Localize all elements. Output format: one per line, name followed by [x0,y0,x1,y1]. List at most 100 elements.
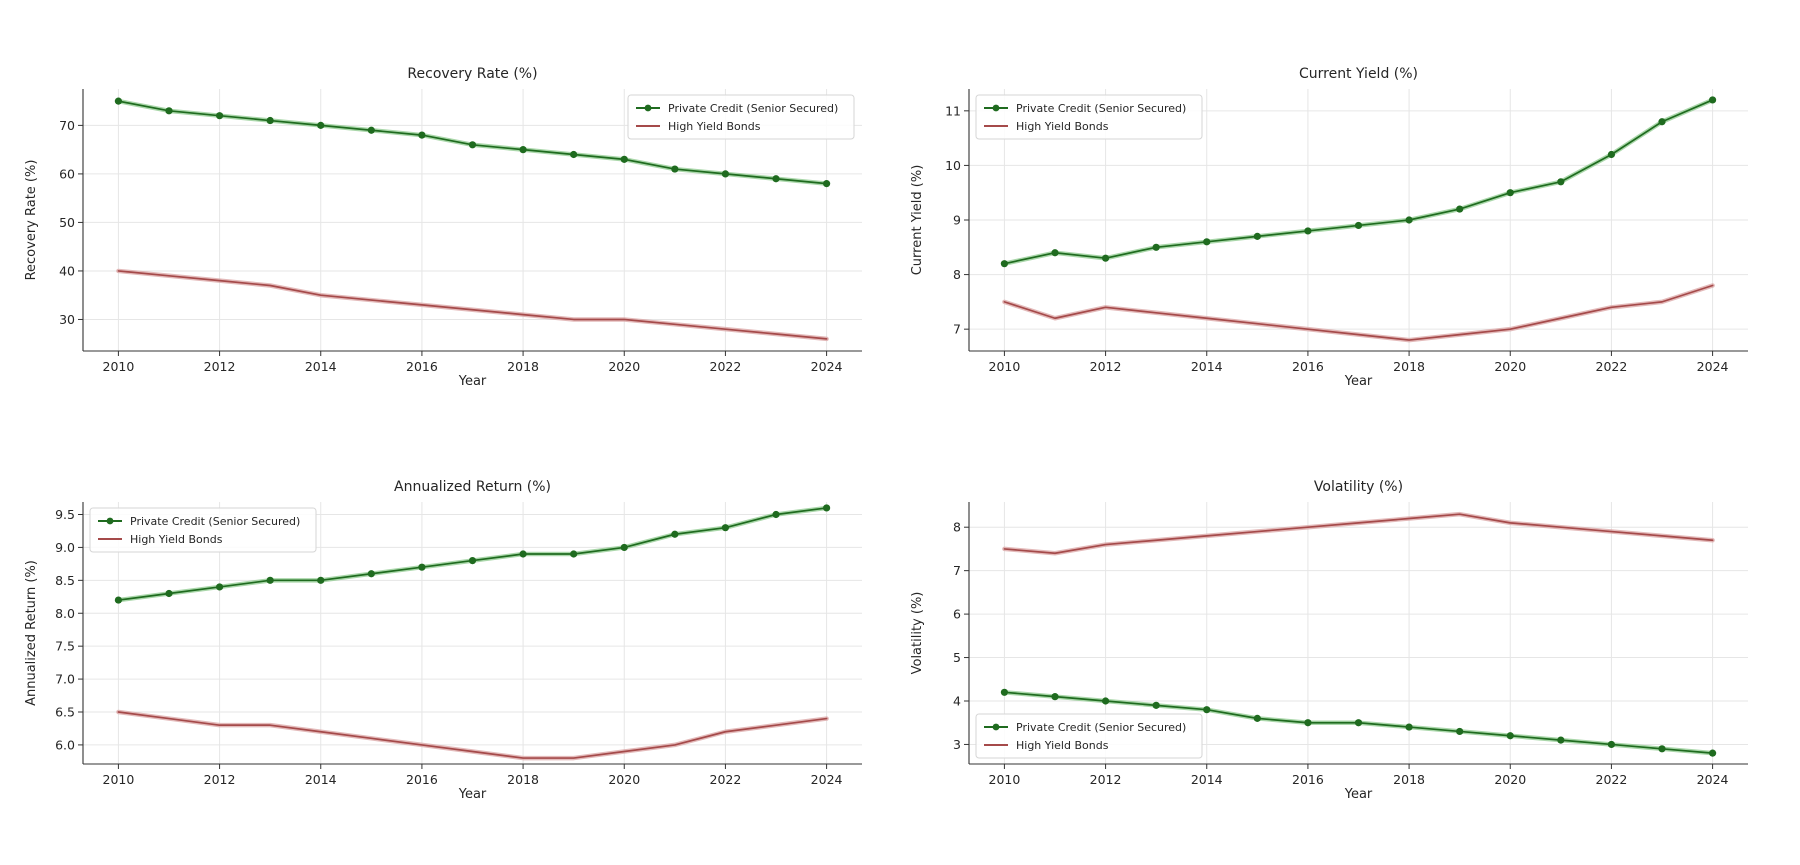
x-tick-label: 2024 [1697,359,1729,374]
private-credit-point [1203,238,1211,246]
annualized-return-chart: 2010 2012 2014 2016 2018 2020 2022 2024 6.0 6.5 7.… [24,479,862,802]
private-credit-point [165,589,173,598]
legend-label-private-credit: Private Credit (Senior Secured) [1016,721,1186,734]
high-yield-line [117,270,828,340]
legend-label-high-yield: High Yield Bonds [1016,120,1109,133]
y-tick-label: 30 [59,312,75,327]
x-axis-label: Year [1344,374,1373,389]
x-tick-label: 2020 [608,772,640,787]
private-credit-point [1506,732,1514,740]
private-credit-point [114,596,123,604]
private-credit-point [418,563,426,571]
private-credit-point [1000,688,1009,696]
y-tick-label: 9.5 [55,507,75,522]
x-tick-label: 2020 [1494,359,1526,374]
y-axis-label: Recovery Rate (%) [24,160,39,281]
private-credit-point [1152,701,1160,709]
x-tick-label: 2010 [103,359,135,374]
private-credit-point [1101,254,1110,262]
x-tick-label: 2024 [811,772,843,787]
x-axis-label: Year [1344,787,1373,802]
private-credit-point [1557,178,1565,186]
private-credit-point [1051,249,1059,257]
y-axis-label: Current Yield (%) [910,165,925,276]
private-credit-point [266,576,274,584]
legend-box [975,713,1203,759]
private-credit-point [519,146,527,154]
private-credit-point [1708,96,1717,104]
y-tick-label: 3 [953,737,961,752]
private-credit-point [1506,189,1514,197]
private-credit-point [1708,749,1717,757]
chart-title: Current Yield (%) [1299,66,1418,82]
legend-marker-private-credit [106,517,114,525]
private-credit-point [772,175,780,183]
y-tick-label: 8.0 [55,606,75,621]
x-tick-label: 2016 [1292,772,1324,787]
x-tick-label: 2022 [1596,359,1628,374]
private-credit-point [215,112,224,120]
y-tick-label: 8 [953,267,961,282]
private-credit-point [1051,693,1059,701]
x-tick-label: 2020 [1494,772,1526,787]
x-tick-label: 2014 [305,359,337,374]
legend-label-high-yield: High Yield Bonds [1016,739,1109,752]
legend-box [975,94,1203,140]
y-tick-label: 4 [953,693,961,708]
chart-title: Recovery Rate (%) [407,66,537,82]
high-yield-line [1003,284,1714,341]
legend: Private Credit (Senior Secured) High Yiel… [89,507,317,553]
legend-label-high-yield: High Yield Bonds [130,533,223,546]
y-tick-label: 5 [953,650,961,665]
private-credit-point [620,155,628,163]
private-credit-point [671,165,679,173]
y-tick-label: 50 [59,215,75,230]
private-credit-point [1607,740,1616,749]
x-tick-label: 2012 [204,359,236,374]
x-tick-label: 2022 [710,359,742,374]
x-tick-label: 2022 [1596,772,1628,787]
y-tick-label: 7 [953,563,961,578]
private-credit-point [1405,723,1413,731]
volatility-chart: 2010 2012 2014 2016 2018 2020 2022 2024 3 4 5 6 7 8 Vo… [910,479,1748,802]
legend-box [627,94,855,140]
legend: Private Credit (Senior Secured) High Yiel… [975,94,1203,140]
private-credit-point [1304,719,1312,727]
private-credit-point [367,570,375,578]
y-tick-label: 7.0 [55,672,75,687]
legend: Private Credit (Senior Secured) High Yiel… [627,94,855,140]
x-tick-label: 2010 [989,359,1021,374]
private-credit-point [1304,227,1312,235]
private-credit-point [317,121,325,129]
y-tick-label: 11 [945,103,961,118]
private-credit-point [1354,221,1363,230]
private-credit-point [570,150,578,159]
x-tick-label: 2010 [103,772,135,787]
x-tick-label: 2014 [1191,772,1223,787]
private-credit-point [1354,719,1363,727]
x-tick-label: 2010 [989,772,1021,787]
x-tick-label: 2024 [1697,772,1729,787]
x-tick-label: 2018 [507,772,539,787]
y-tick-label: 60 [59,166,75,181]
private-credit-point [165,107,173,115]
private-credit-point [1203,706,1211,714]
y-tick-label: 7.5 [55,639,75,654]
x-tick-label: 2018 [1393,359,1425,374]
high-yield-line-halo [1002,511,1715,556]
y-tick-label: 8 [953,520,961,535]
legend-marker-private-credit [992,104,1000,112]
private-credit-point [822,180,831,188]
legend-label-private-credit: Private Credit (Senior Secured) [668,102,838,115]
x-tick-label: 2016 [1292,359,1324,374]
private-credit-point [317,576,325,584]
private-credit-point [519,550,527,558]
private-credit-point [1152,243,1160,251]
legend-label-private-credit: Private Credit (Senior Secured) [130,515,300,528]
y-tick-label: 9 [953,213,961,228]
legend-box [89,507,317,553]
private-credit-point [418,131,426,139]
private-credit-point [1101,697,1110,705]
x-tick-label: 2018 [1393,772,1425,787]
legend-marker-private-credit [644,104,652,112]
